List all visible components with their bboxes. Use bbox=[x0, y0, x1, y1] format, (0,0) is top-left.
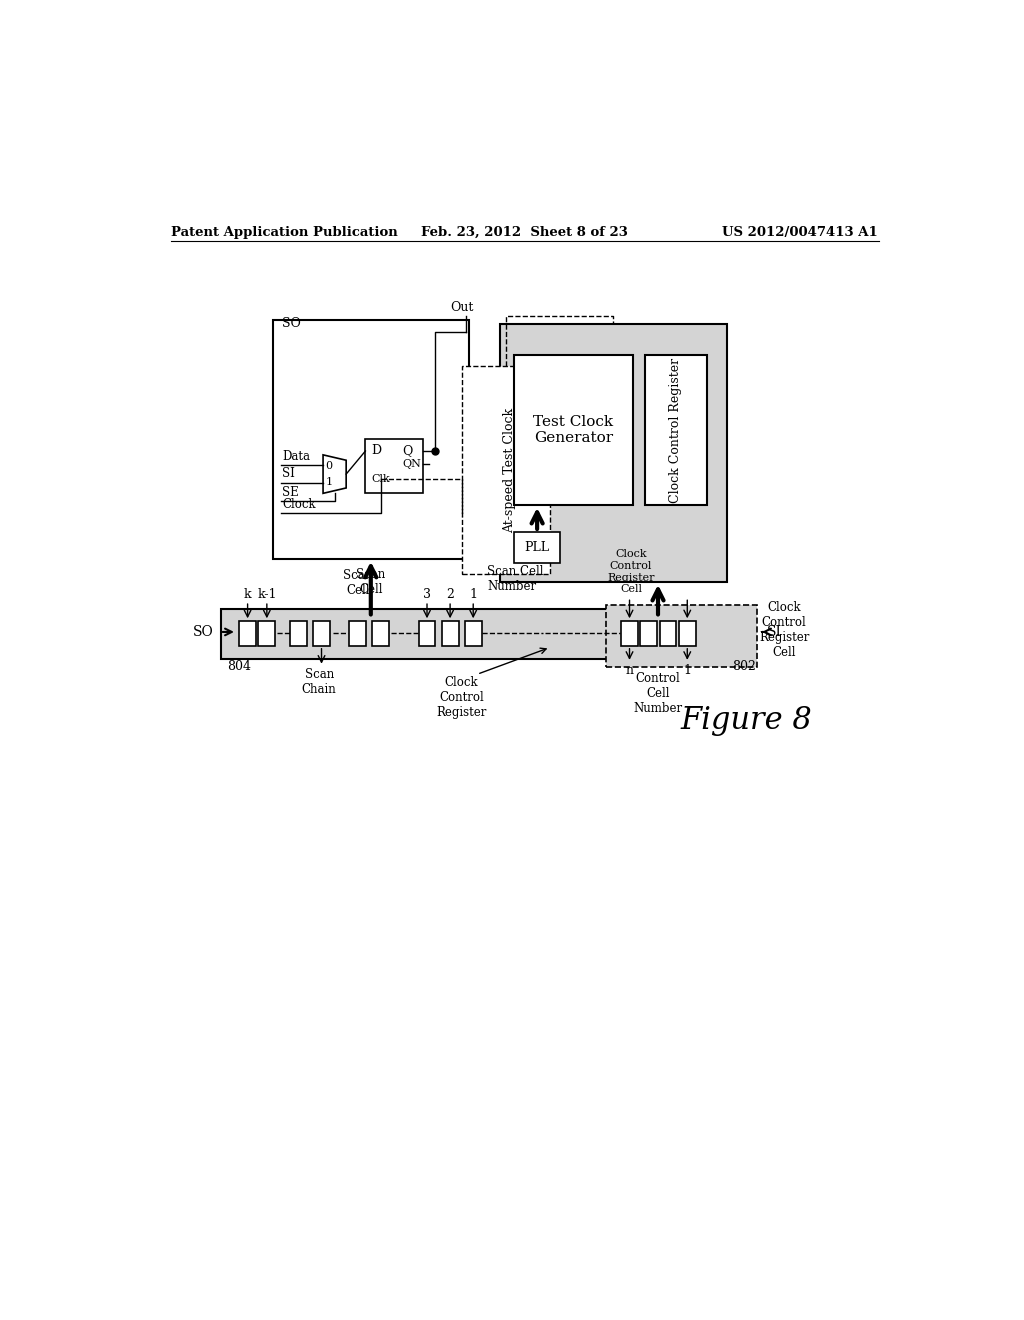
Bar bbox=[240, 622, 256, 645]
Text: 2: 2 bbox=[446, 589, 454, 601]
Text: Clock
Control
Register: Clock Control Register bbox=[436, 676, 486, 719]
Text: Scan
Cell: Scan Cell bbox=[343, 569, 373, 598]
Text: Q: Q bbox=[402, 445, 413, 458]
Bar bbox=[221, 609, 652, 659]
Text: Clock Control Register: Clock Control Register bbox=[670, 358, 682, 503]
Bar bbox=[419, 622, 435, 645]
Bar bbox=[621, 622, 638, 645]
Text: Control
Cell
Number: Control Cell Number bbox=[634, 672, 683, 715]
Text: 3: 3 bbox=[423, 589, 431, 601]
Text: Clock
Control
Register
Cell: Clock Control Register Cell bbox=[759, 601, 809, 659]
Bar bbox=[606, 605, 757, 667]
Bar bbox=[258, 622, 275, 645]
Text: Clock
Control
Register
Cell: Clock Control Register Cell bbox=[607, 549, 654, 594]
Text: 1: 1 bbox=[326, 477, 333, 487]
Text: SI: SI bbox=[283, 467, 295, 480]
Text: PLL: PLL bbox=[524, 541, 550, 554]
Text: D: D bbox=[372, 445, 382, 458]
Text: Patent Application Publication: Patent Application Publication bbox=[171, 226, 397, 239]
Bar bbox=[500, 323, 727, 582]
Text: Scan
Cell: Scan Cell bbox=[356, 568, 385, 595]
Bar bbox=[465, 622, 481, 645]
Text: 1: 1 bbox=[683, 664, 691, 677]
Text: Feb. 23, 2012  Sheet 8 of 23: Feb. 23, 2012 Sheet 8 of 23 bbox=[421, 226, 629, 239]
Text: QN: QN bbox=[402, 459, 421, 469]
Bar bbox=[441, 622, 459, 645]
Text: k: k bbox=[244, 589, 252, 601]
Text: SE: SE bbox=[283, 486, 299, 499]
Text: 804: 804 bbox=[226, 660, 251, 673]
Text: Scan Cell
Number: Scan Cell Number bbox=[487, 565, 544, 594]
Text: Out: Out bbox=[451, 301, 473, 314]
Text: US 2012/0047413 A1: US 2012/0047413 A1 bbox=[722, 226, 878, 239]
Bar bbox=[514, 532, 560, 562]
Text: SI: SI bbox=[767, 624, 781, 639]
Bar bbox=[273, 321, 469, 558]
Bar bbox=[645, 355, 707, 506]
Text: Clk: Clk bbox=[372, 474, 390, 484]
Polygon shape bbox=[323, 455, 346, 494]
Text: n: n bbox=[626, 664, 634, 677]
Bar bbox=[366, 440, 423, 494]
Text: Test Clock
Generator: Test Clock Generator bbox=[534, 414, 613, 445]
Text: Figure 8: Figure 8 bbox=[681, 705, 812, 737]
Text: Clock: Clock bbox=[283, 498, 315, 511]
Text: Data: Data bbox=[283, 450, 310, 462]
Bar bbox=[290, 622, 307, 645]
Bar bbox=[313, 622, 330, 645]
Bar bbox=[462, 367, 550, 574]
Bar bbox=[659, 622, 677, 645]
Text: k-1: k-1 bbox=[257, 589, 276, 601]
Bar bbox=[514, 355, 634, 506]
Bar bbox=[349, 622, 367, 645]
Text: 1: 1 bbox=[469, 589, 477, 601]
Bar bbox=[640, 622, 657, 645]
Text: SO: SO bbox=[283, 317, 301, 330]
Bar bbox=[679, 622, 695, 645]
Text: 802: 802 bbox=[732, 660, 756, 673]
Text: SO: SO bbox=[193, 624, 214, 639]
Bar bbox=[373, 622, 389, 645]
Text: 0: 0 bbox=[326, 462, 333, 471]
Text: Scan
Chain: Scan Chain bbox=[302, 668, 337, 696]
Text: At-speed Test Clock: At-speed Test Clock bbox=[503, 408, 516, 533]
